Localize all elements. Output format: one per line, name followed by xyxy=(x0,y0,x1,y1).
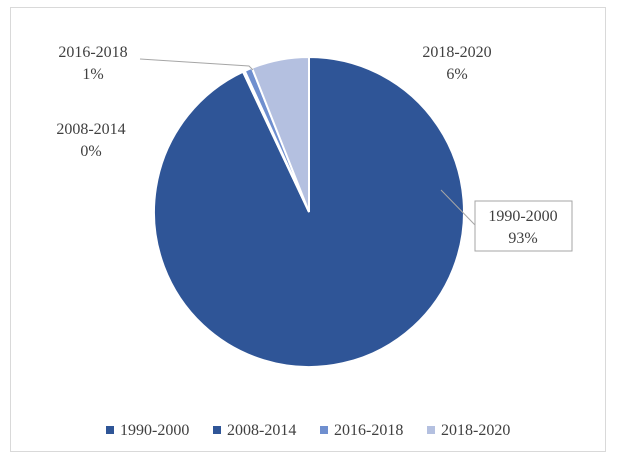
leader-lines xyxy=(139,58,476,226)
callout-box-1990-2000 xyxy=(474,200,573,252)
data-label-value-1990-2000: 93% xyxy=(508,230,537,247)
data-label-name-2008-2014: 2008-2014 xyxy=(56,121,125,138)
leader-line-2016-2018 xyxy=(139,58,254,71)
data-label-value-2008-2014: 0% xyxy=(80,143,101,160)
pie-slice-2018-2020 xyxy=(250,55,310,213)
legend-swatch-2018-2020 xyxy=(427,426,435,434)
data-label-name-2018-2020: 2018-2020 xyxy=(422,44,491,61)
legend-label-1990-2000: 1990-2000 xyxy=(120,422,189,439)
legend-label-2008-2014: 2008-2014 xyxy=(227,422,296,439)
data-label-value-2016-2018: 1% xyxy=(82,66,103,83)
pie-slices xyxy=(152,55,465,368)
legend-label-2016-2018: 2016-2018 xyxy=(334,422,403,439)
legend-swatch-1990-2000 xyxy=(106,426,114,434)
legend-swatch-2008-2014 xyxy=(213,426,221,434)
data-label-name-1990-2000: 1990-2000 xyxy=(488,208,557,225)
data-label-name-2016-2018: 2016-2018 xyxy=(58,44,127,61)
legend: 1990-2000 2008-2014 2016-2018 2018-2020 xyxy=(106,422,510,439)
legend-label-2018-2020: 2018-2020 xyxy=(441,422,510,439)
data-label-value-2018-2020: 6% xyxy=(446,66,467,83)
leader-line-1990-2000 xyxy=(440,189,476,226)
legend-swatch-2016-2018 xyxy=(320,426,328,434)
